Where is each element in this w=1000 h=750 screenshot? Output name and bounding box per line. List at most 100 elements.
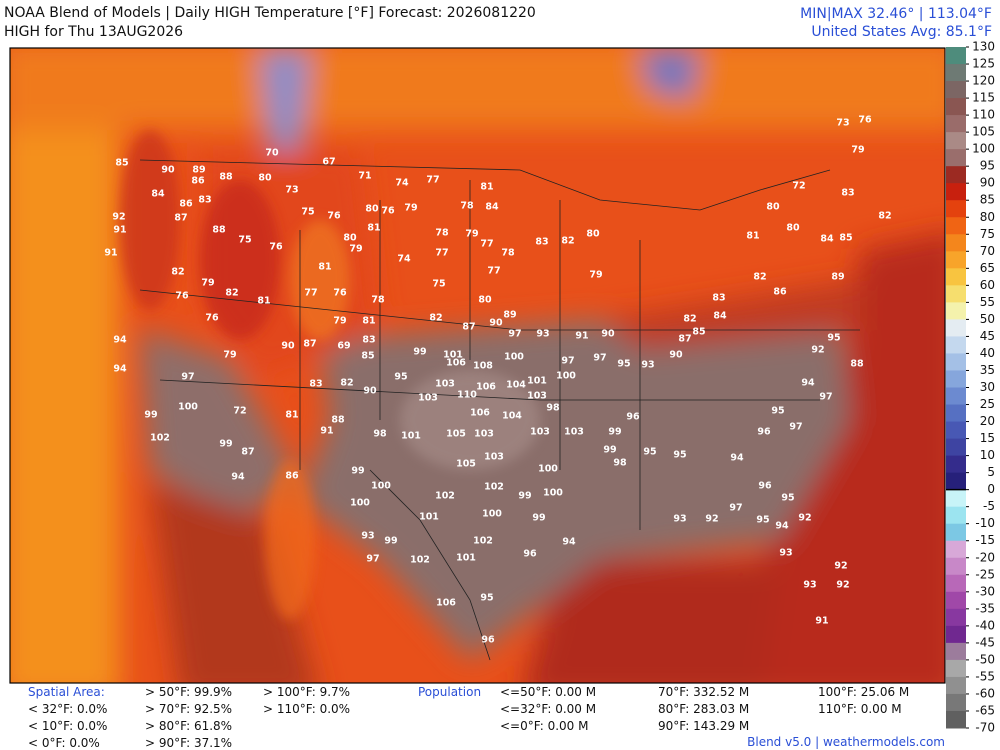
- footer-stat: > 90°F: 37.1%: [145, 736, 232, 750]
- station-temperature: 96: [758, 481, 772, 492]
- station-temperature: 73: [836, 118, 849, 129]
- colorbar-tick-label: -10: [975, 516, 995, 530]
- station-temperature: 97: [729, 503, 742, 514]
- station-temperature: 102: [484, 482, 504, 493]
- station-temperature: 95: [827, 333, 840, 344]
- station-temperature: 82: [753, 272, 766, 283]
- station-temperature: 87: [241, 447, 254, 458]
- colorbar-segment: [946, 693, 966, 712]
- station-temperature: 98: [613, 458, 627, 469]
- station-temperature: 79: [589, 270, 602, 281]
- colorbar-tick-label: 40: [980, 346, 995, 360]
- station-temperature: 101: [419, 512, 439, 523]
- station-temperature: 97: [789, 422, 802, 433]
- colorbar-tick-label: 20: [980, 414, 995, 428]
- station-temperature: 100: [504, 352, 524, 363]
- colorbar-tick-label: 65: [980, 261, 995, 275]
- station-temperature: 88: [212, 225, 226, 236]
- station-temperature: 93: [673, 514, 686, 525]
- station-temperature: 82: [683, 314, 696, 325]
- station-temperature: 85: [361, 351, 374, 362]
- station-temperature: 79: [223, 350, 236, 361]
- station-temperature: 85: [839, 233, 852, 244]
- colorbar-segment: [946, 234, 966, 252]
- colorbar-segment: [946, 557, 966, 576]
- station-temperature: 103: [530, 427, 550, 438]
- colorbar-segment: [946, 574, 966, 593]
- footer-stat: 80°F: 283.03 M: [658, 702, 749, 716]
- colorbar-tick-label: -15: [975, 533, 995, 547]
- station-temperature: 106: [446, 358, 466, 369]
- station-temperature: 94: [113, 364, 127, 375]
- station-temperature: 94: [562, 537, 576, 548]
- station-temperature: 87: [678, 334, 691, 345]
- colorbar-segment: [946, 387, 966, 406]
- station-temperature: 95: [781, 493, 794, 504]
- colorbar-tick-label: 85: [980, 193, 995, 207]
- footer-stat: <=32°F: 0.00 M: [500, 702, 596, 716]
- station-temperature: 80: [478, 295, 492, 306]
- station-temperature: 72: [233, 406, 246, 417]
- station-temperature: 75: [238, 235, 251, 246]
- station-temperature: 96: [626, 412, 640, 423]
- station-temperature: 101: [443, 350, 463, 361]
- station-temperature: 99: [351, 466, 364, 477]
- station-temperature: 80: [586, 229, 600, 240]
- colorbar-tick-label: 25: [980, 397, 995, 411]
- colorbar-segment: [946, 540, 966, 559]
- station-temperature: 77: [426, 175, 439, 186]
- station-temperature: 69: [337, 341, 350, 352]
- station-temperature: 77: [304, 288, 317, 299]
- station-temperature: 86: [191, 176, 205, 187]
- terrain-texture: [120, 130, 540, 620]
- colorbar-segment: [946, 506, 966, 525]
- station-temperature: 103: [527, 391, 547, 402]
- colorbar-segment: [946, 98, 966, 116]
- colorbar-tick-label: 10: [980, 448, 995, 462]
- colorbar-segment: [946, 200, 966, 218]
- station-temperature: 80: [766, 202, 780, 213]
- station-temperature: 80: [365, 204, 379, 215]
- station-temperature: 79: [404, 203, 417, 214]
- station-temperature: 76: [381, 206, 395, 217]
- station-temperature: 99: [219, 439, 232, 450]
- colorbar-segment: [946, 47, 966, 65]
- station-temperature: 83: [309, 379, 322, 390]
- colorbar-segment: [946, 438, 966, 457]
- colorbar-tick-label: 5: [987, 465, 995, 479]
- station-temperature: 71: [358, 171, 371, 182]
- station-temperature: 82: [878, 211, 891, 222]
- station-temperature: 70: [265, 148, 279, 159]
- station-temperature: 90: [489, 318, 503, 329]
- station-temperature: 92: [834, 561, 847, 572]
- station-temperature: 100: [482, 509, 502, 520]
- station-temperature: 93: [361, 531, 374, 542]
- colorbar-segment: [946, 251, 966, 269]
- station-temperature: 90: [363, 386, 377, 397]
- station-temperature: 93: [641, 360, 654, 371]
- station-temperature: 90: [281, 341, 295, 352]
- colorbar-segment: [946, 183, 966, 201]
- colorbar-segment: [946, 149, 966, 167]
- station-temperature: 98: [373, 429, 387, 440]
- station-temperature: 105: [446, 429, 466, 440]
- colorbar-segment: [946, 421, 966, 440]
- station-temperature: 84: [713, 311, 727, 322]
- colorbar-tick-label: -25: [975, 567, 995, 581]
- station-temperature: 72: [792, 181, 805, 192]
- colorbar-segment: [946, 132, 966, 150]
- station-temperature: 91: [320, 426, 333, 437]
- colorbar-tick-label: -45: [975, 635, 995, 649]
- station-temperature: 94: [775, 521, 789, 532]
- station-temperature: 96: [757, 427, 771, 438]
- colorbar-tick-label: 90: [980, 176, 995, 190]
- footer-stat: > 70°F: 92.5%: [145, 702, 232, 716]
- station-temperature: 100: [371, 481, 391, 492]
- station-temperature: 94: [231, 472, 245, 483]
- station-temperature: 87: [174, 213, 187, 224]
- colorbar-tick-label: -5: [983, 499, 995, 513]
- colorbar-tick-label: 15: [980, 431, 995, 445]
- colorbar-tick-label: 60: [980, 278, 995, 292]
- station-temperature: 95: [756, 515, 769, 526]
- colorbar-segment: [946, 659, 966, 678]
